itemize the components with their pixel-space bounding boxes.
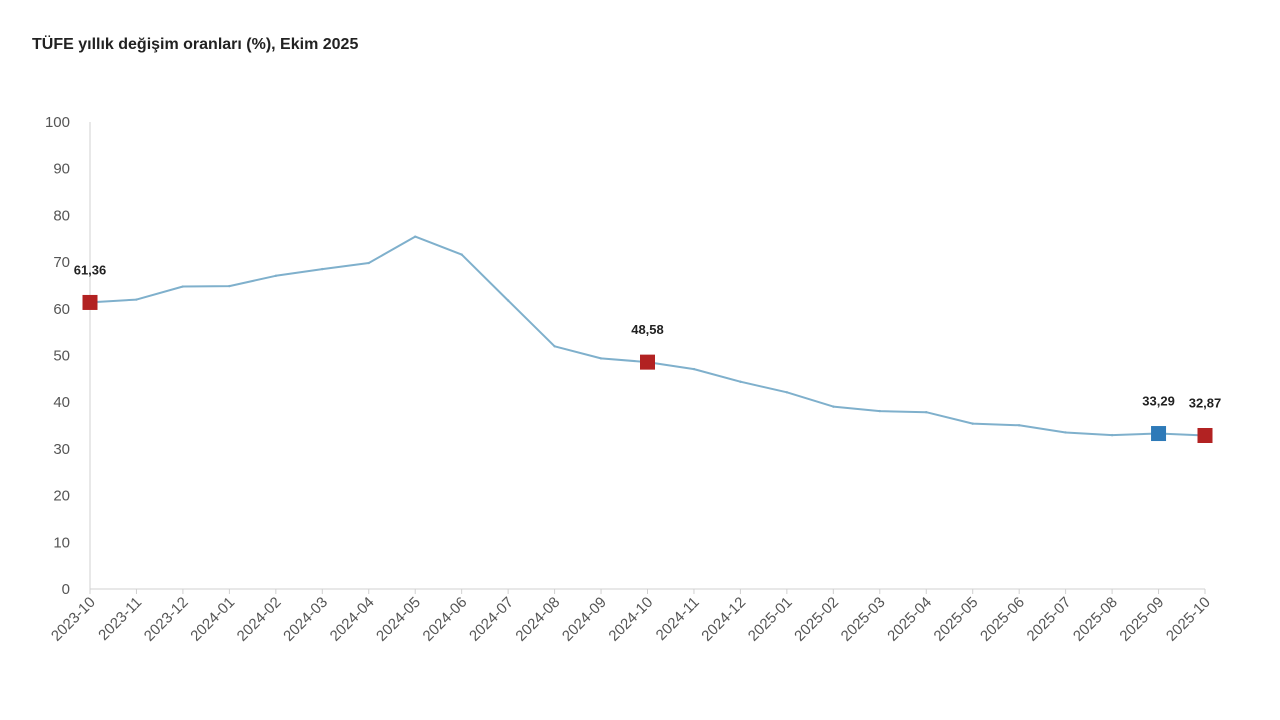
highlight-marker xyxy=(1197,427,1213,443)
y-tick-label: 20 xyxy=(53,488,70,505)
y-tick-label: 80 xyxy=(53,207,70,224)
data-label: 48,58 xyxy=(631,322,664,337)
x-tick-label: 2025-08 xyxy=(1070,594,1121,645)
x-tick-label: 2025-01 xyxy=(745,594,796,645)
x-tick-label: 2023-11 xyxy=(95,594,145,644)
data-point xyxy=(135,298,138,301)
data-point xyxy=(506,299,510,302)
x-tick-label: 2025-07 xyxy=(1023,594,1074,645)
y-tick-label: 30 xyxy=(53,441,70,458)
y-axis: 0 10 20 30 40 50 60 70 80 90 100 xyxy=(45,114,91,598)
data-point xyxy=(739,380,742,383)
marker-layer: 61,36 48,58 33,29 32,87 xyxy=(74,262,1222,443)
x-tick-label: 2025-09 xyxy=(1116,594,1167,645)
data-point xyxy=(692,367,696,371)
x-tick-label: 2024-09 xyxy=(559,594,610,645)
data-label: 33,29 xyxy=(1142,394,1175,409)
data-label: 61,36 xyxy=(74,262,107,277)
y-tick-label: 70 xyxy=(53,254,70,271)
x-tick-label: 2024-04 xyxy=(327,594,378,645)
data-point xyxy=(1017,424,1021,427)
x-tick-label: 2024-01 xyxy=(187,594,238,645)
y-tick-label: 50 xyxy=(53,348,70,365)
x-tick-label: 2025-05 xyxy=(931,594,982,645)
y-tick-label: 100 xyxy=(45,114,70,131)
data-point xyxy=(971,422,974,425)
highlight-marker xyxy=(640,354,655,370)
data-point xyxy=(414,235,417,238)
data-point xyxy=(785,391,789,394)
data-point xyxy=(878,409,881,413)
chart-title: TÜFE yıllık değişim oranları (%), Ekim 2… xyxy=(32,36,359,53)
y-tick-label: 90 xyxy=(53,161,70,178)
data-point xyxy=(367,261,370,265)
x-tick-label: 2024-12 xyxy=(698,594,749,645)
x-tick-label: 2024-11 xyxy=(653,594,703,644)
highlight-marker xyxy=(1151,426,1167,442)
x-axis: 2023-102023-112023-122024-012024-022024-… xyxy=(48,588,1214,645)
data-point xyxy=(925,410,928,414)
x-tick-label: 2024-02 xyxy=(234,594,285,645)
data-label: 32,87 xyxy=(1189,395,1222,410)
x-tick-label: 2025-02 xyxy=(791,594,842,645)
y-tick-label: 40 xyxy=(53,394,70,411)
y-tick-label: 60 xyxy=(53,301,70,318)
x-tick-label: 2023-10 xyxy=(48,594,99,645)
data-point xyxy=(553,345,556,348)
y-tick-label: 0 xyxy=(62,581,70,598)
x-tick-label: 2024-05 xyxy=(373,594,424,645)
data-point xyxy=(181,285,185,288)
data-point xyxy=(321,267,324,271)
x-tick-label: 2024-07 xyxy=(466,594,517,645)
data-point xyxy=(1064,431,1067,434)
x-tick-label: 2025-03 xyxy=(838,594,889,645)
data-point xyxy=(832,405,835,408)
data-point xyxy=(460,253,463,256)
x-tick-label: 2025-06 xyxy=(977,594,1028,645)
x-tick-label: 2025-04 xyxy=(884,594,935,645)
data-point xyxy=(274,274,278,277)
y-tick-label: 10 xyxy=(53,534,70,551)
x-tick-label: 2024-08 xyxy=(512,594,563,645)
x-tick-label: 2023-12 xyxy=(141,594,192,645)
x-tick-label: 2024-03 xyxy=(280,594,331,645)
x-tick-label: 2024-10 xyxy=(605,594,656,645)
x-tick-label: 2025-10 xyxy=(1163,594,1214,645)
x-tick-label: 2024-06 xyxy=(420,594,471,645)
data-point xyxy=(1110,433,1114,437)
data-point xyxy=(228,284,231,288)
highlight-marker xyxy=(82,294,98,310)
data-point xyxy=(599,357,603,360)
